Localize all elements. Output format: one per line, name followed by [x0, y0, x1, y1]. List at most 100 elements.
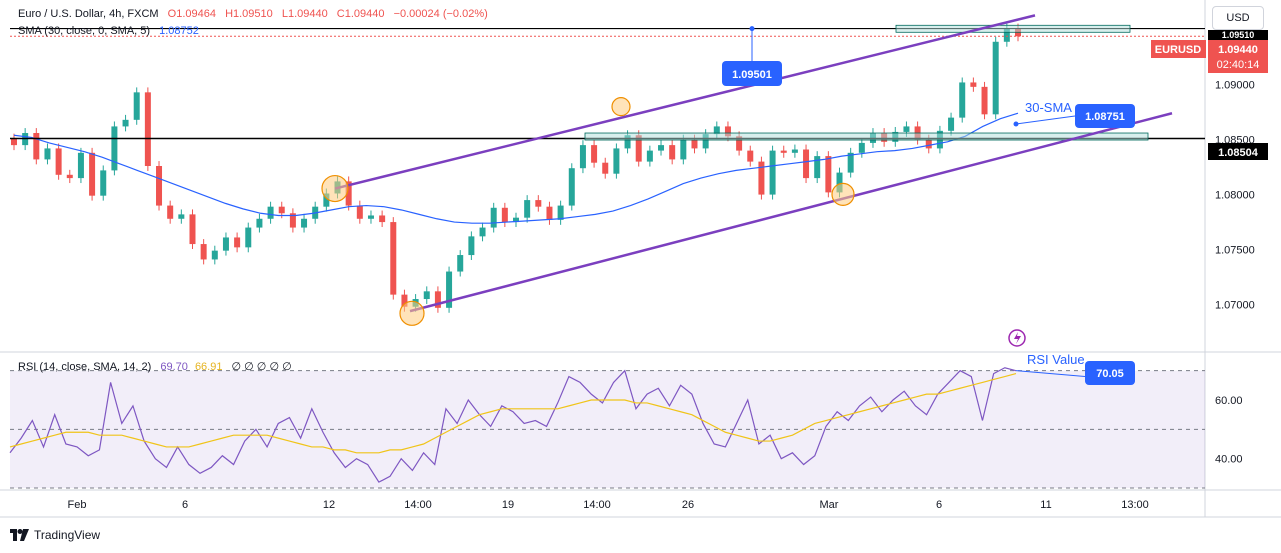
candle-body	[758, 161, 765, 195]
branding-text: TradingView	[34, 528, 101, 542]
rsi-value-1: 69.70	[160, 361, 188, 373]
sma-text-label: 30-SMA	[1025, 100, 1072, 115]
time-tick-label: 11	[1040, 499, 1051, 511]
time-tick-label: 19	[502, 499, 514, 511]
time-tick-label: 13:00	[1121, 499, 1149, 511]
candle-body	[524, 200, 531, 218]
alert-flash-bolt	[1014, 332, 1021, 344]
candle-body	[635, 135, 642, 162]
sma-value: 1.08752	[159, 25, 199, 37]
candle-body	[479, 227, 486, 237]
ohlc-close: C1.09440	[336, 8, 385, 20]
candle-body	[379, 215, 386, 223]
peak-dot	[749, 26, 755, 32]
candle-body	[769, 150, 776, 195]
candle-body	[591, 145, 598, 163]
candle-body	[814, 156, 821, 179]
rsi-tick-label: 40.00	[1215, 454, 1243, 466]
candle-body	[77, 152, 84, 179]
candle-body	[122, 119, 129, 127]
candle-body	[992, 41, 999, 115]
candle-body	[836, 172, 843, 193]
symbol-title: Euro / U.S. Dollar, 4h, FXCM	[18, 8, 159, 20]
resistance-level-label: 1.08504	[1218, 147, 1259, 159]
candle-body	[468, 236, 475, 256]
candle-body	[747, 150, 754, 162]
candle-body	[624, 135, 631, 149]
candle-body	[289, 213, 296, 228]
touch-point-marker	[399, 300, 425, 326]
candle-body	[111, 126, 118, 171]
candle-body	[133, 92, 140, 120]
candle-body	[847, 152, 854, 173]
candle-body	[501, 207, 508, 223]
candle-body	[167, 205, 174, 219]
candle-body	[345, 181, 352, 206]
symbol-header: Euro / U.S. Dollar, 4h, FXCM O1.09464 H1…	[18, 8, 494, 20]
top-level-box	[1208, 30, 1268, 40]
last-price-label: 1.09440	[1218, 44, 1258, 56]
candle-body	[222, 237, 229, 251]
rsi-value-box	[1085, 361, 1135, 385]
candle-body	[724, 126, 731, 137]
time-tick-label: 6	[182, 499, 188, 511]
rsi-tick-label: 60.00	[1215, 395, 1243, 407]
candle-body	[401, 294, 408, 307]
candle-body	[55, 148, 62, 175]
touch-point-marker	[611, 97, 631, 117]
candle-body	[736, 136, 743, 151]
alert-flash-icon	[1008, 329, 1026, 347]
price-tick-label: 1.09000	[1215, 80, 1255, 92]
time-tick-label: 14:00	[583, 499, 611, 511]
candle-body	[948, 117, 955, 131]
candle-body	[89, 152, 96, 196]
sma-label: SMA (30, close, 0, SMA, 5)	[18, 25, 151, 37]
last-price-box	[1208, 40, 1268, 73]
candle-body	[434, 291, 441, 308]
candle-body	[100, 170, 107, 196]
candle-body	[513, 217, 519, 223]
candle-body	[178, 214, 185, 219]
currency-button[interactable]: USD	[1212, 6, 1264, 30]
candle-body	[780, 150, 787, 153]
candle-body	[267, 206, 274, 219]
time-tick-label: 14:00	[404, 499, 432, 511]
candle-body	[613, 148, 620, 174]
candle-body	[713, 126, 720, 135]
peak-price-label: 1.09501	[732, 69, 772, 81]
peak-price-box	[722, 61, 782, 86]
rsi-text-label: RSI Value	[1027, 352, 1085, 367]
tradingview-logo-icon	[10, 529, 29, 541]
price-tick-label: 1.07500	[1215, 245, 1255, 257]
candle-body	[702, 134, 709, 149]
candle-body	[803, 149, 810, 179]
candle-body	[825, 156, 832, 193]
candle-body	[356, 205, 363, 219]
candle-body	[200, 244, 207, 260]
candle-body	[658, 145, 665, 151]
rsi-ma-line	[9, 373, 1017, 454]
tradingview-logo: TradingView	[10, 528, 100, 542]
candle-body	[903, 126, 910, 132]
touch-point-marker	[831, 182, 855, 206]
rsi-value-2: 66.91	[194, 361, 223, 373]
ohlc-open: O1.09464	[167, 8, 216, 20]
time-tick-label: Feb	[68, 499, 87, 511]
price-tick-label: 1.07000	[1215, 300, 1255, 312]
candle-body	[669, 145, 676, 160]
price-tick-label: 1.08000	[1215, 190, 1255, 202]
candle-body	[423, 291, 430, 300]
candle-body	[925, 139, 932, 149]
candle-body	[256, 218, 263, 228]
candle-body	[535, 200, 542, 207]
symbol-tag-box	[1151, 40, 1206, 58]
touch-point-marker	[321, 174, 349, 203]
candle-body	[33, 133, 40, 160]
candle-body	[680, 139, 687, 160]
time-tick-label: 6	[936, 499, 942, 511]
top-level-label: 1.09510	[1222, 30, 1255, 40]
resistance-level-box	[1208, 143, 1268, 160]
time-tick-label: 26	[682, 499, 694, 511]
symbol-tag-label: EURUSD	[1155, 44, 1202, 56]
